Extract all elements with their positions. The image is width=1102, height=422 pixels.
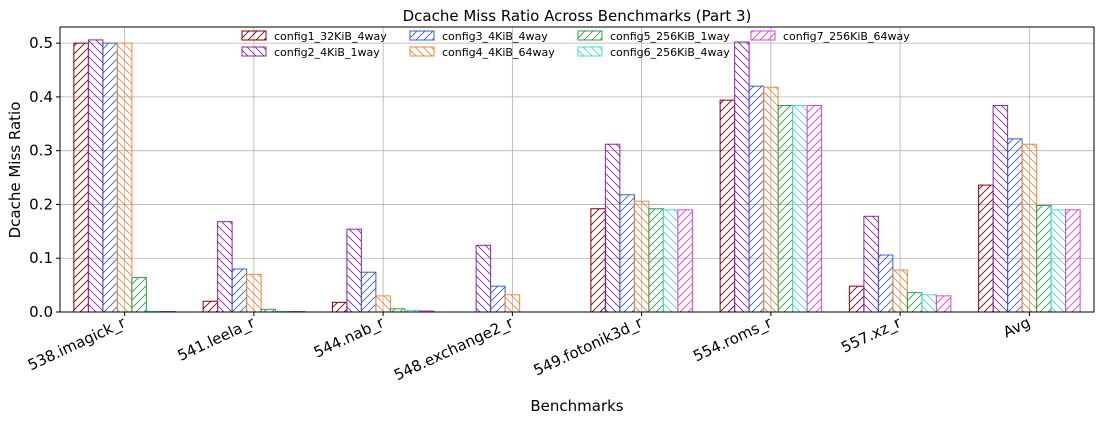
bar	[1021, 143, 1038, 313]
bar	[331, 301, 348, 313]
bar	[662, 209, 679, 313]
x-tick-label: 548.exchange2_r	[391, 313, 517, 385]
y-axis-ticks: 0.0 0.1 0.2 0.3 0.4 0.5	[29, 34, 60, 321]
bar	[604, 143, 621, 313]
legend-label: config5_256KiB_1way	[610, 30, 730, 43]
bar	[246, 273, 262, 313]
x-tick-label: 549.fotonik3d_r	[531, 313, 647, 380]
bar	[475, 244, 492, 313]
legend-label: config6_256KiB_4way	[610, 46, 730, 59]
bar	[763, 86, 779, 313]
legend-swatch	[577, 30, 603, 41]
plot-frame	[59, 26, 1095, 313]
grid-lines	[60, 27, 1094, 313]
bar	[792, 105, 808, 313]
bar	[992, 105, 1009, 313]
bar	[375, 295, 391, 313]
legend-swatch	[577, 46, 603, 57]
x-tick-label: 557.xz_r	[838, 313, 905, 358]
legend-label: config1_32KiB_4way	[274, 30, 387, 43]
bar	[1050, 209, 1067, 313]
bar	[677, 209, 693, 313]
bar	[877, 254, 894, 313]
bar	[116, 42, 133, 313]
y-axis-label: Dcache Miss Ratio	[6, 102, 24, 239]
y-tick-label: 0.4	[29, 88, 53, 106]
bar	[102, 42, 118, 313]
legend: config1_32KiB_4way config2_4KiB_1way confi…	[241, 30, 910, 59]
legend-swatch	[409, 46, 435, 57]
bar	[921, 294, 937, 313]
bar	[87, 39, 104, 313]
bar	[719, 99, 736, 313]
bar	[217, 221, 233, 313]
bar	[504, 294, 521, 313]
legend-label: config7_256KiB_64way	[783, 30, 910, 43]
legend-swatch	[241, 30, 267, 41]
chart-title: Dcache Miss Ratio Across Benchmarks (Par…	[403, 7, 752, 25]
x-tick-label: 538.imagick_r	[25, 313, 130, 375]
legend-label: config2_4KiB_1way	[274, 46, 380, 59]
bar	[202, 300, 219, 313]
legend-label: config4_4KiB_64way	[442, 46, 555, 59]
x-axis-ticks: 538.imagick_r 541.leela_r 544.nab_r 548.exc…	[25, 312, 1033, 385]
legend-swatch	[409, 30, 435, 41]
bar	[1007, 138, 1023, 313]
bar	[748, 85, 765, 313]
bar	[590, 208, 606, 313]
bar	[892, 269, 908, 313]
bar	[978, 184, 994, 313]
bar	[1065, 209, 1081, 313]
y-tick-label: 0.0	[29, 303, 53, 321]
x-tick-label: 541.leela_r	[175, 313, 259, 366]
x-tick-label: 554.roms_r	[690, 313, 775, 366]
bar	[848, 285, 865, 313]
bar	[734, 41, 750, 313]
legend-swatch	[241, 46, 267, 57]
bar	[806, 105, 823, 313]
y-tick-label: 0.5	[29, 34, 53, 52]
bar	[619, 194, 635, 313]
legend-label: config3_4KiB_4way	[442, 30, 548, 43]
bar	[73, 42, 89, 313]
bar	[906, 292, 923, 313]
y-tick-label: 0.1	[29, 249, 53, 267]
bar	[1036, 205, 1052, 313]
bar	[648, 208, 664, 313]
bar	[777, 105, 794, 313]
y-tick-label: 0.2	[29, 195, 53, 213]
x-tick-label: 544.nab_r	[311, 313, 388, 362]
bar	[490, 285, 506, 313]
bar	[935, 295, 952, 313]
x-axis-label: Benchmarks	[530, 397, 623, 415]
bar	[131, 277, 147, 313]
bars	[73, 39, 1081, 313]
bar	[346, 228, 362, 313]
bar	[863, 215, 879, 313]
bar	[231, 268, 248, 313]
bar	[360, 271, 377, 313]
x-tick-label: Avg	[1000, 313, 1033, 341]
y-tick-label: 0.3	[29, 142, 53, 160]
bar	[633, 200, 650, 313]
legend-swatch	[750, 30, 776, 41]
